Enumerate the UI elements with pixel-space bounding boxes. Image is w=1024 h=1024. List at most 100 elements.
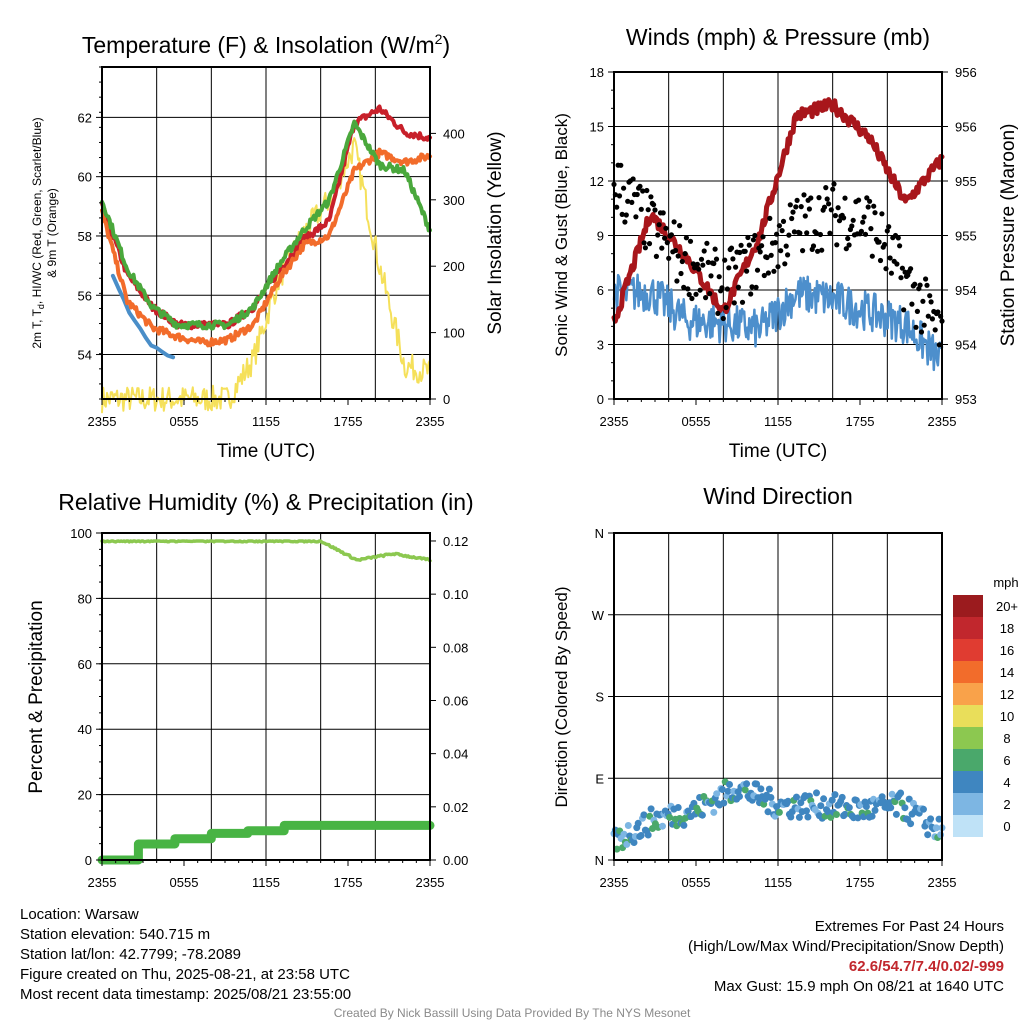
gust-point [708,273,714,279]
gust-point [642,245,649,251]
y-tick-label: N [595,526,604,541]
station-pressure-line [611,97,945,324]
gust-point [682,251,688,257]
insolation-y-label: Solar Insolation (Yellow) [485,131,506,334]
gust-point [648,194,654,200]
gust-point [808,195,814,201]
direction-point [804,813,812,821]
gust-point [696,266,702,272]
x-tick-label: 2355 [600,875,629,890]
gust-point [843,246,849,252]
direction-point [666,813,674,821]
speed-legend-label: 12 [1000,687,1014,702]
y-tick-label: 56 [78,288,92,303]
direction-point [932,824,940,832]
gust-point [826,201,832,207]
temperature-x-label: Time (UTC) [217,441,316,462]
gust-point [662,235,668,241]
gust-point [898,275,904,281]
direction-series [610,778,946,853]
direction-point [623,840,631,848]
gust-point [775,264,781,270]
speed-legend-swatch [953,749,983,771]
humidity-grid [102,533,430,860]
direction-point [820,795,828,803]
humidity-line [100,539,432,563]
gust-point [932,327,938,333]
y-tick-label: 80 [78,591,92,606]
gust-point [908,266,914,272]
gust-point [760,234,766,240]
speed-legend-swatch [953,595,983,617]
gust-point [789,215,795,222]
gust-point [813,230,819,236]
gust-point [671,219,677,225]
gust-point [711,260,717,267]
x-tick-label: 2355 [928,414,957,429]
x-tick-label: 1155 [764,875,792,890]
gust-point [834,242,840,248]
speed-legend-label: 18 [1000,621,1014,636]
y2-tick-label: 0.12 [443,534,468,549]
gust-point [868,226,874,232]
gust-point [693,291,699,297]
direction-point [888,790,896,798]
gust-point [793,204,799,210]
winds-series [611,97,945,372]
direction-point [710,808,718,816]
humidity-series [97,539,435,865]
gust-point [731,300,737,306]
direction-point [907,820,915,828]
gust-point [927,293,933,299]
temperature-series [100,104,432,414]
direction-point [784,797,792,805]
gust-point [733,264,739,270]
gust-point [816,195,822,201]
gust-point [909,301,915,307]
gust-point [835,205,841,211]
gust-point [757,249,763,255]
gust-point [899,265,906,271]
speed-legend-label: 10 [1000,709,1014,724]
extremes-values: 62.6/54.7/7.4/0.02/-999 [848,958,1004,975]
gust-point [798,204,804,210]
gust-point [865,204,871,210]
gust-point [794,197,800,203]
direction-point [787,813,795,821]
direction-point [713,790,721,798]
gust-point [935,309,941,315]
gust-point [790,209,796,215]
gust-point [629,199,635,205]
y2-tick-label: 0.06 [443,693,468,708]
gust-point [651,202,657,208]
humidity-title: Relative Humidity (%) & Precipitation (i… [58,489,473,515]
direction-point [828,796,836,804]
gust-point [622,219,628,225]
gust-point [750,237,757,243]
direction-point [767,794,775,801]
direction-point [838,793,846,801]
direction-point [905,795,913,803]
gust-point [656,222,662,228]
gust-point [675,253,681,259]
latlon-text: Station lat/lon: 42.7799; -78.2089 [20,946,242,963]
y-tick-label: 0 [85,853,92,868]
direction-point [924,831,932,839]
gust-point [707,291,713,297]
gust-point [887,255,893,261]
gust-point [780,218,787,224]
extremes-title: Extremes For Past 24 Hours [814,918,1004,935]
temperature-y-label-line1: 2m T, Td, HI/WC (Red, Green, Scarlet/Blu… [30,117,46,348]
direction-point [793,793,800,801]
y-tick-label: N [595,853,604,868]
direction-point [726,781,733,788]
gust-point [723,304,729,311]
speed-legend-label: 2 [1003,797,1010,812]
pressure-y-label: Station Pressure (Maroon) [998,124,1019,347]
gust-point [674,278,680,284]
gust-point [678,270,684,277]
temperature-grid [102,67,430,399]
x-tick-label: 2355 [600,414,629,429]
y-tick-label: S [595,690,604,705]
